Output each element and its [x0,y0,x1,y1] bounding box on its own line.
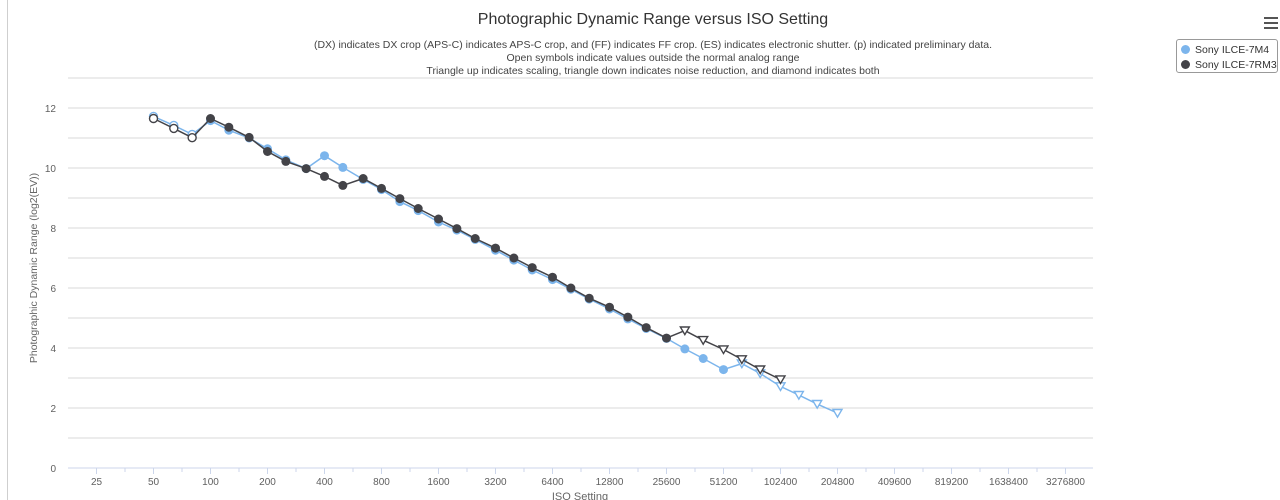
subtitle-line-3: Triangle up indicates scaling, triangle … [426,65,880,77]
y-tick-label: 4 [50,344,56,355]
data-point-open-circle [187,132,197,143]
x-tick-label: 3276800 [1046,477,1085,488]
y-tick-label: 2 [50,404,56,415]
data-point [224,122,234,132]
x-tick-label: 3200 [484,477,507,488]
data-point-open-triangle [717,345,730,355]
data-point-open-triangle [811,399,823,410]
y-tick-label: 0 [50,464,56,475]
data-point [470,234,480,243]
data-point [434,214,443,224]
x-tick-label: 6400 [541,477,564,488]
data-point [301,164,311,174]
data-point-open-triangle [697,335,709,346]
x-axis-label: ISO Setting [552,491,608,500]
data-point [206,114,215,123]
legend-item-series-1[interactable]: Sony ILCE-7M4 [1181,42,1273,57]
x-tick-label: 409600 [878,477,912,488]
x-tick-label: 1638400 [989,477,1028,488]
data-point [509,253,519,263]
data-point [281,156,291,166]
data-point [338,180,348,190]
series-line [153,115,838,414]
x-tick-label: 51200 [710,477,738,488]
chart-subtitle: (DX) indicates DX crop (APS-C) indicates… [0,39,1280,78]
x-tick-label: 100 [202,477,219,488]
y-axis: 0 2 4 6 8 10 12 [45,104,57,475]
data-point-open-triangle [679,326,691,337]
x-tick-label: 25600 [653,477,681,488]
x-axis: 25 50 100 200 400 800 1600 3200 6400 12800 25600 51… [91,468,1085,488]
data-point [566,283,576,293]
series-1 [148,111,844,419]
data-point [719,365,728,375]
data-point [452,224,462,234]
x-tick-label: 400 [316,477,333,488]
y-tick-label: 10 [45,164,57,175]
y-tick-label: 6 [50,284,56,295]
x-tick-label: 12800 [596,477,624,488]
data-point [491,243,500,253]
subtitle-line-1: (DX) indicates DX crop (APS-C) indicates… [313,39,993,51]
legend-label-series-1: Sony ILCE-7M4 [1195,43,1270,56]
legend-label-series-2: Sony ILCE-7RM3 [1195,58,1277,71]
data-point-open-triangle [754,365,766,376]
x-tick-label: 819200 [935,477,969,488]
legend-marker-series-1 [1181,45,1190,54]
chart-left-border [7,0,8,500]
data-point [527,263,537,273]
data-point-open-triangle [831,408,844,419]
x-tick-label: 102400 [764,477,798,488]
data-point [338,162,348,172]
y-tick-label: 12 [45,104,57,115]
data-point [605,302,614,312]
data-point [377,183,386,193]
data-point-open-circle [148,113,159,124]
x-tick-label: 25 [91,477,103,488]
legend-marker-series-2 [1181,60,1190,69]
data-point [641,323,651,333]
x-tick-label: 800 [373,477,390,488]
y-tick-label: 8 [50,224,56,235]
x-tick-label: 1600 [427,477,450,488]
series-line [153,117,781,381]
data-point-open-triangle [793,390,805,401]
chart-legend: Sony ILCE-7M4 Sony ILCE-7RM3 [1176,39,1278,73]
series-group [148,111,844,419]
x-tick-label: 204800 [821,477,855,488]
x-tick-label: 50 [148,477,160,488]
data-point [548,272,557,282]
data-point-open-triangle [736,355,748,365]
data-point [584,293,594,303]
legend-item-series-2[interactable]: Sony ILCE-7RM3 [1181,57,1277,72]
data-point [263,147,272,156]
data-point [395,194,405,204]
data-point-open-circle [169,123,179,134]
x-tick-label: 200 [259,477,276,488]
subtitle-line-2: Open symbols indicate values outside the… [506,52,800,64]
y-grid-lines [68,77,1093,469]
chart-title: Photographic Dynamic Range versus ISO Se… [477,11,829,28]
data-point [358,174,368,183]
y-axis-label: Photographic Dynamic Range (log2(EV)) [28,173,40,363]
data-point [244,132,254,142]
data-point [320,171,329,181]
hamburger-menu-icon[interactable] [1264,17,1278,31]
data-point [680,344,690,354]
data-point-open-triangle [774,375,787,385]
data-point [662,333,671,343]
data-point [623,312,633,322]
data-point [413,204,423,213]
series-2 [148,113,787,385]
data-point [320,151,329,161]
data-point [698,354,708,363]
